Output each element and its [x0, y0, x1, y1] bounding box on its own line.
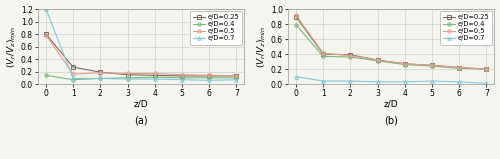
e/D=0.25: [206, 75, 212, 77]
e/D=0.4: [70, 79, 76, 81]
Line: e/D=0.5: e/D=0.5: [44, 34, 238, 78]
e/D=0.7: [234, 79, 239, 81]
e/D=0.4: [293, 24, 299, 26]
e/D=0.25: [70, 66, 76, 68]
e/D=0.25: [348, 54, 354, 56]
e/D=0.4: [179, 77, 185, 79]
e/D=0.4: [98, 77, 103, 79]
Y-axis label: $(V_r/V_z)_{min}$: $(V_r/V_z)_{min}$: [256, 25, 268, 68]
e/D=0.7: [293, 76, 299, 78]
e/D=0.7: [348, 80, 354, 82]
e/D=0.5: [70, 73, 76, 75]
Line: e/D=0.4: e/D=0.4: [44, 74, 238, 81]
e/D=0.7: [179, 79, 185, 81]
Line: e/D=0.7: e/D=0.7: [44, 7, 238, 82]
e/D=0.5: [152, 73, 158, 74]
Text: (b): (b): [384, 116, 398, 126]
e/D=0.25: [98, 71, 103, 73]
e/D=0.4: [456, 67, 462, 69]
e/D=0.7: [43, 8, 49, 10]
e/D=0.7: [320, 80, 326, 82]
e/D=0.4: [152, 76, 158, 78]
Text: (a): (a): [134, 116, 148, 126]
e/D=0.5: [179, 74, 185, 76]
e/D=0.5: [43, 34, 49, 36]
e/D=0.7: [206, 79, 212, 81]
e/D=0.7: [456, 81, 462, 83]
e/D=0.4: [234, 77, 239, 79]
e/D=0.25: [374, 59, 380, 61]
e/D=0.5: [206, 74, 212, 76]
Legend: e/D=0.25, e/D=0.4, e/D=0.5, e/D=0.7: e/D=0.25, e/D=0.4, e/D=0.5, e/D=0.7: [440, 11, 492, 45]
e/D=0.25: [43, 33, 49, 35]
X-axis label: z/D: z/D: [134, 99, 148, 108]
X-axis label: z/D: z/D: [384, 99, 398, 108]
e/D=0.5: [293, 14, 299, 16]
e/D=0.5: [374, 59, 380, 61]
e/D=0.4: [124, 77, 130, 79]
Y-axis label: $(V_r/V_z)_{min}$: $(V_r/V_z)_{min}$: [6, 25, 18, 68]
e/D=0.7: [374, 81, 380, 83]
Line: e/D=0.7: e/D=0.7: [294, 75, 488, 85]
e/D=0.5: [98, 72, 103, 74]
e/D=0.5: [429, 64, 435, 66]
Line: e/D=0.25: e/D=0.25: [294, 15, 488, 71]
e/D=0.4: [206, 77, 212, 79]
e/D=0.7: [429, 80, 435, 82]
e/D=0.7: [484, 82, 490, 84]
Line: e/D=0.25: e/D=0.25: [44, 32, 238, 78]
e/D=0.7: [124, 78, 130, 80]
e/D=0.7: [152, 78, 158, 80]
e/D=0.4: [43, 74, 49, 76]
e/D=0.4: [402, 64, 407, 66]
e/D=0.25: [293, 16, 299, 17]
e/D=0.25: [320, 53, 326, 55]
e/D=0.25: [402, 63, 407, 65]
e/D=0.5: [456, 67, 462, 69]
e/D=0.4: [484, 68, 490, 70]
e/D=0.4: [320, 55, 326, 57]
e/D=0.5: [484, 68, 490, 70]
e/D=0.25: [484, 68, 490, 70]
e/D=0.5: [124, 73, 130, 74]
e/D=0.25: [124, 74, 130, 76]
e/D=0.25: [429, 64, 435, 66]
Line: e/D=0.4: e/D=0.4: [294, 23, 488, 71]
e/D=0.5: [234, 75, 239, 77]
e/D=0.25: [456, 67, 462, 69]
e/D=0.25: [152, 74, 158, 76]
e/D=0.7: [70, 77, 76, 79]
e/D=0.4: [374, 60, 380, 62]
e/D=0.25: [234, 75, 239, 77]
e/D=0.4: [429, 65, 435, 67]
e/D=0.5: [402, 63, 407, 65]
e/D=0.25: [179, 75, 185, 77]
Legend: e/D=0.25, e/D=0.4, e/D=0.5, e/D=0.7: e/D=0.25, e/D=0.4, e/D=0.5, e/D=0.7: [190, 11, 242, 45]
e/D=0.5: [348, 55, 354, 56]
e/D=0.7: [98, 77, 103, 79]
e/D=0.5: [320, 52, 326, 54]
e/D=0.4: [348, 56, 354, 58]
Line: e/D=0.5: e/D=0.5: [294, 13, 488, 71]
e/D=0.7: [402, 81, 407, 83]
